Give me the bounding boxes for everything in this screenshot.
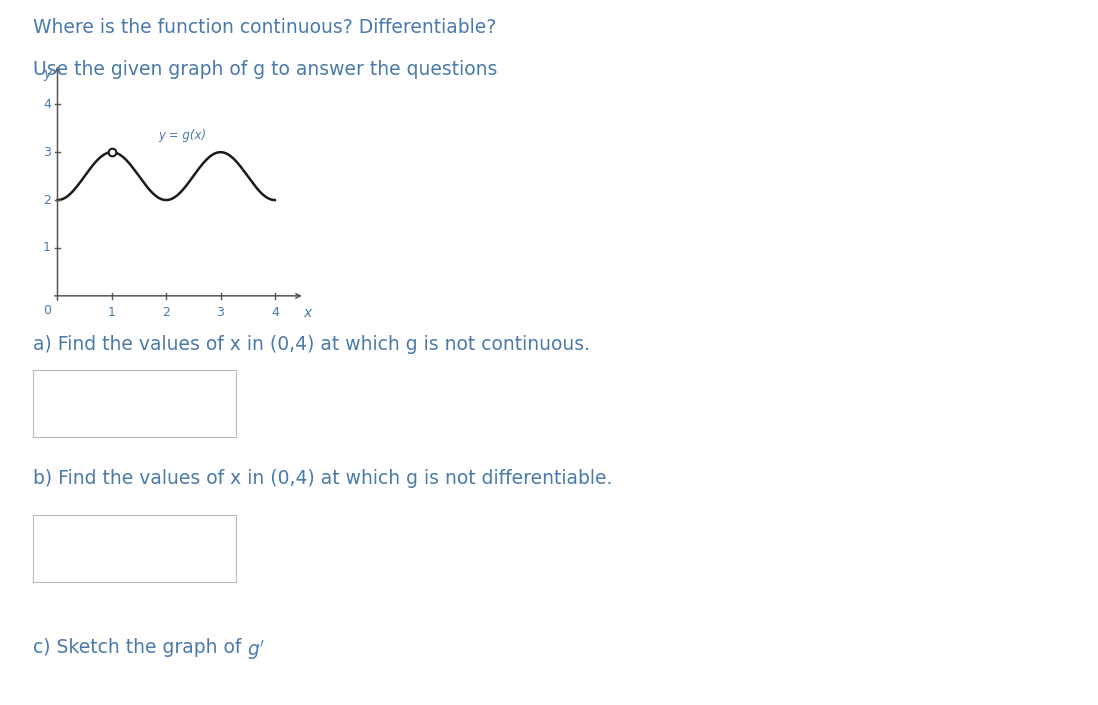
Text: y: y	[44, 67, 52, 81]
Text: y = g(x): y = g(x)	[158, 128, 206, 142]
Text: 2: 2	[163, 307, 170, 319]
Text: Where is the function continuous? Differentiable?: Where is the function continuous? Differ…	[33, 18, 496, 37]
Text: $g'$: $g'$	[247, 638, 266, 662]
Text: Use the given graph of g to answer the questions: Use the given graph of g to answer the q…	[33, 60, 497, 79]
Text: 4: 4	[271, 307, 279, 319]
Text: 2: 2	[43, 194, 51, 207]
Text: 4: 4	[43, 98, 51, 111]
Text: a) Find the values of x in (0,4) at which g is not continuous.: a) Find the values of x in (0,4) at whic…	[33, 335, 590, 354]
Text: 3: 3	[43, 146, 51, 159]
Text: c) Sketch the graph of: c) Sketch the graph of	[33, 638, 247, 657]
Text: b) Find the values of x in (0,4) at which g is not differentiable.: b) Find the values of x in (0,4) at whic…	[33, 469, 613, 488]
Text: 1: 1	[108, 307, 115, 319]
Text: 1: 1	[43, 241, 51, 255]
Text: 3: 3	[216, 307, 224, 319]
Text: 0: 0	[43, 305, 51, 317]
Text: x: x	[303, 307, 312, 320]
